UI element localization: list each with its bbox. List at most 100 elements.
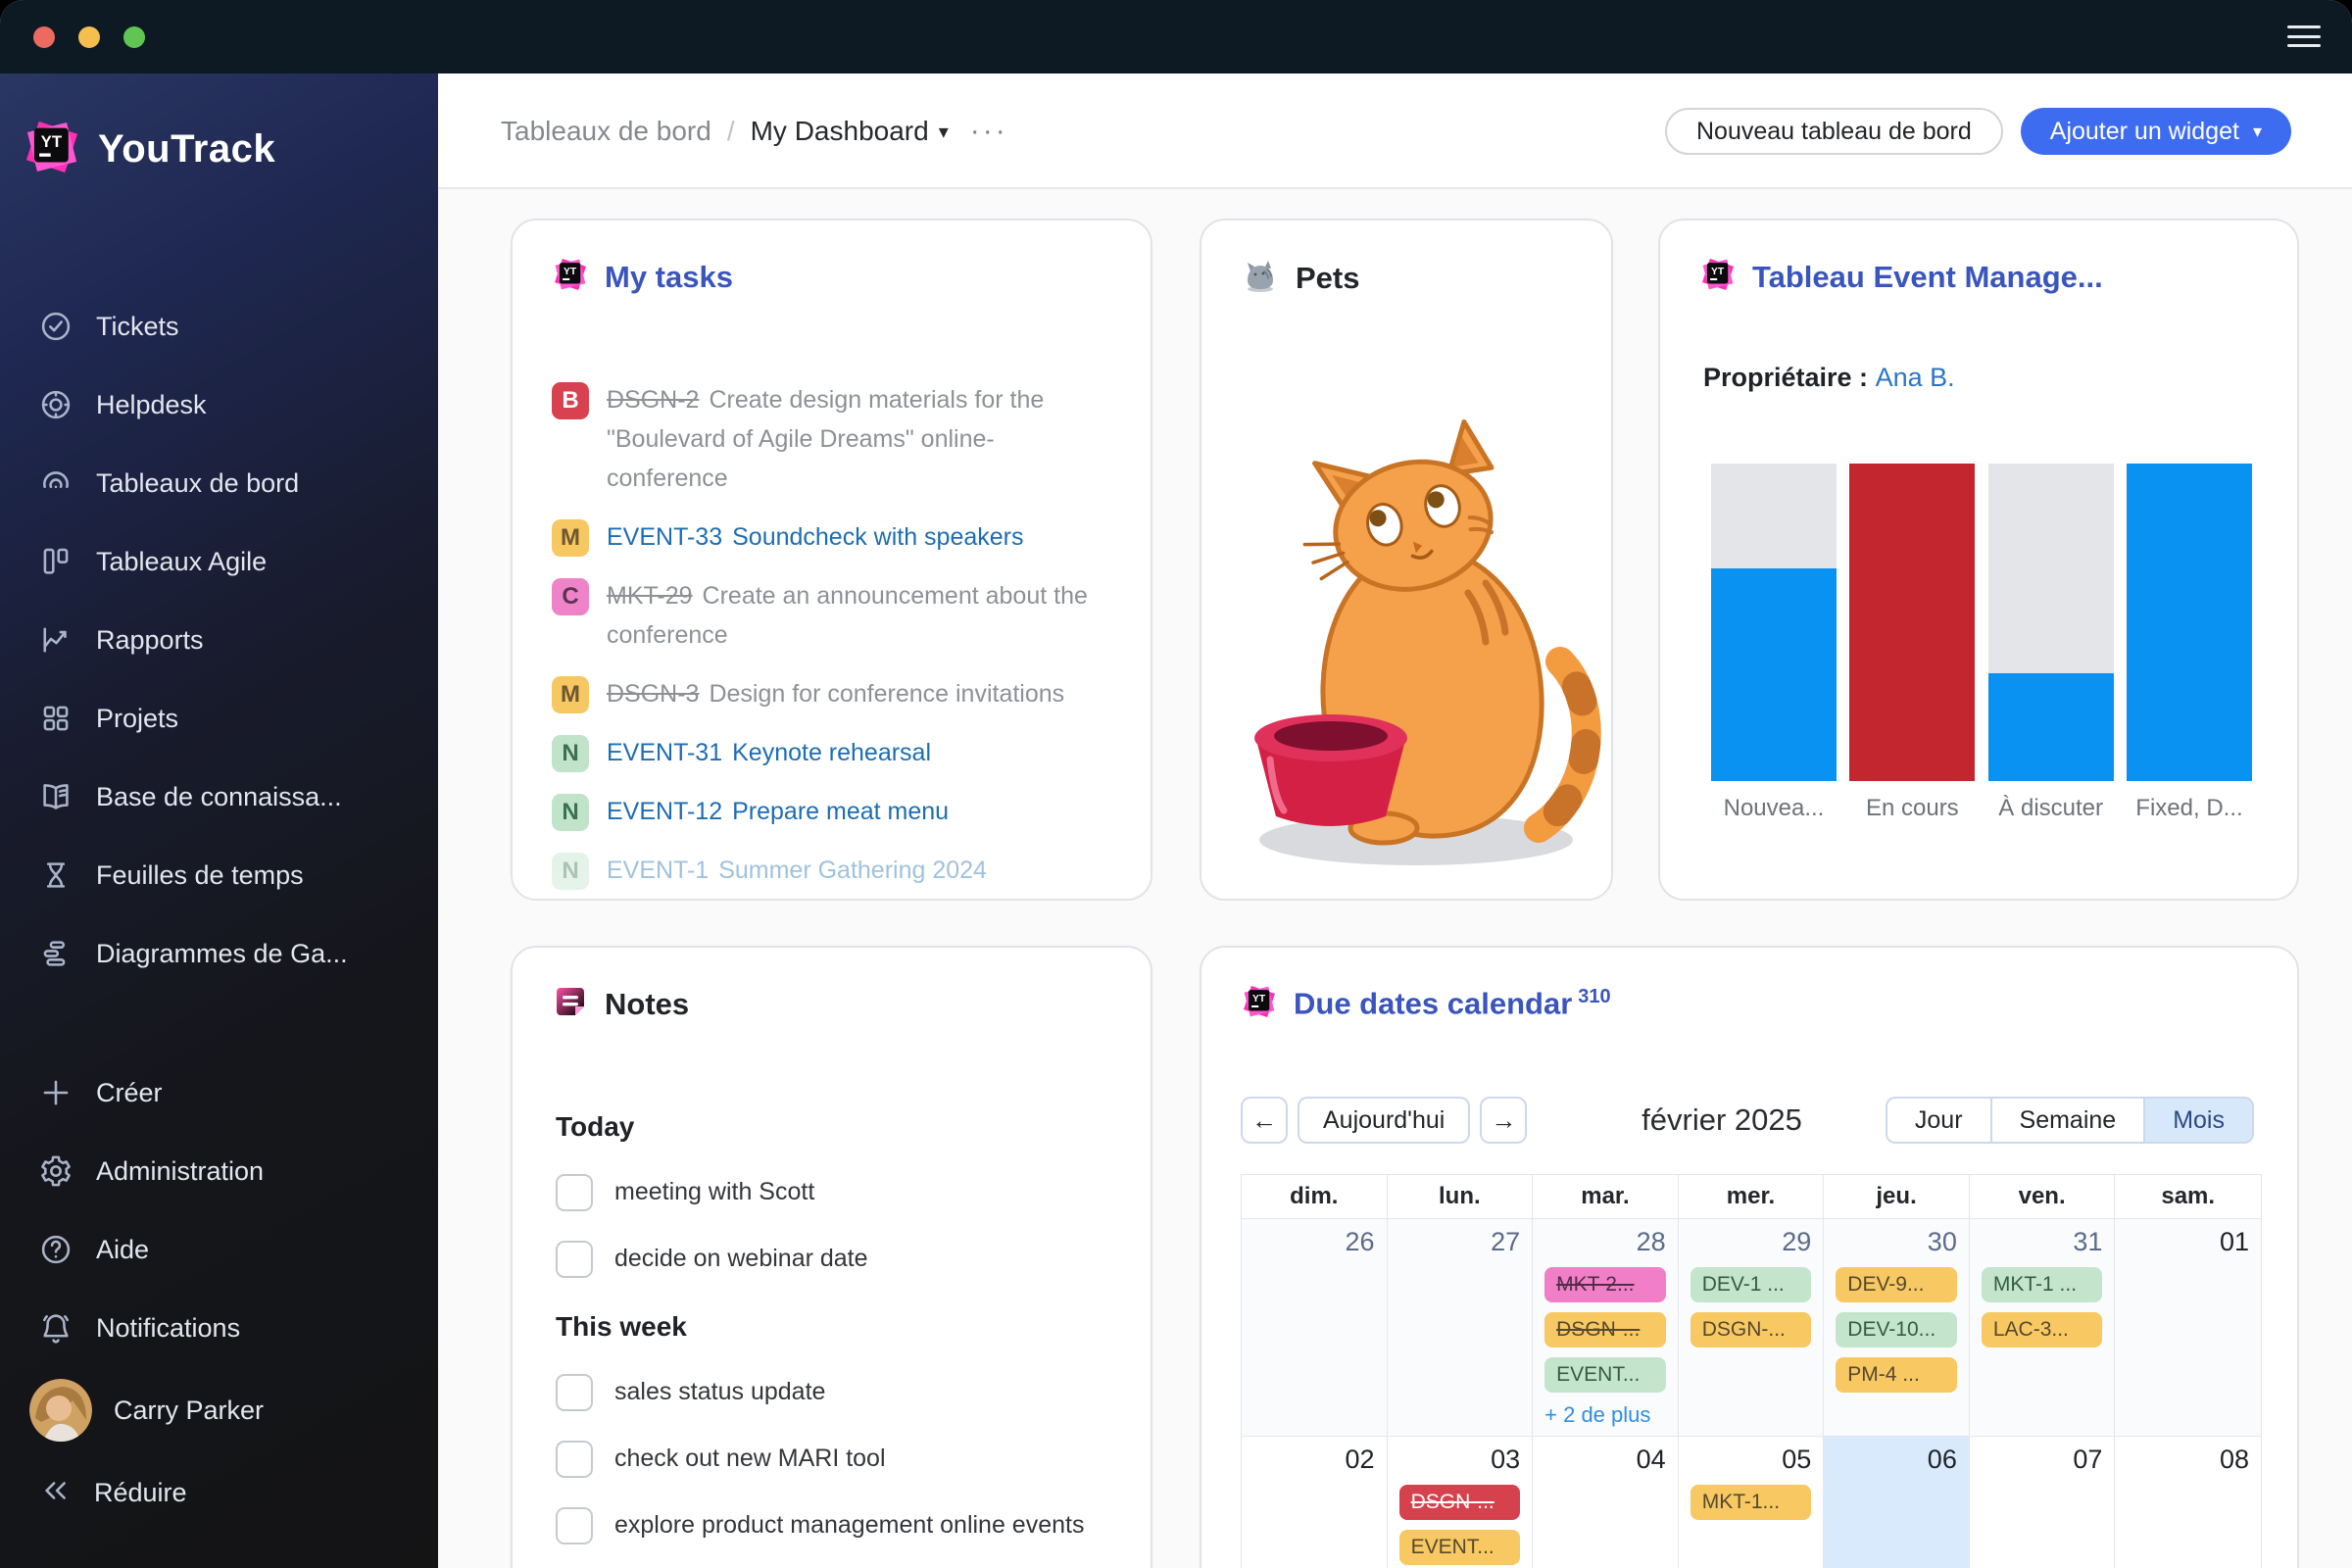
note-item-label: decide on webinar date	[614, 1245, 868, 1272]
sidebar-item-agile[interactable]: Tableaux Agile	[0, 522, 438, 601]
sidebar-item-helpdesk[interactable]: Helpdesk	[0, 366, 438, 444]
task-id[interactable]: DSGN-3	[607, 680, 700, 708]
close-window-button[interactable]	[33, 26, 55, 48]
calendar-day-28[interactable]: 28 MKT-2... DSGN-... EVENT... + 2 de plus	[1533, 1219, 1679, 1436]
chart-bar-nouvea-[interactable]	[1711, 464, 1837, 781]
calendar-view-jour[interactable]: Jour	[1885, 1097, 1990, 1144]
calendar-day-01[interactable]: 01	[2115, 1219, 2261, 1436]
calendar-day-30[interactable]: 30 DEV-9... DEV-10... PM-4 ...	[1824, 1219, 1970, 1436]
task-summary[interactable]: Soundcheck with speakers	[732, 523, 1024, 551]
task-item-dsgn-2[interactable]: B DSGN-2 Create design materials for the …	[552, 380, 1115, 498]
day-number: 07	[2073, 1445, 2103, 1474]
owner-link[interactable]: Ana B.	[1875, 363, 1955, 392]
event-chip[interactable]: DEV-1 ...	[1690, 1267, 1812, 1302]
task-id[interactable]: DSGN-2	[607, 386, 700, 414]
calendar-day-05[interactable]: 05 MKT-1...	[1678, 1437, 1825, 1568]
calendar-day-04[interactable]: 04	[1533, 1437, 1679, 1568]
calendar-day-06[interactable]: 06	[1824, 1437, 1970, 1568]
sidebar-item-dashboards[interactable]: Tableaux de bord	[0, 444, 438, 522]
event-chip[interactable]: DSGN-...	[1398, 1485, 1521, 1520]
calendar-view-semaine[interactable]: Semaine	[1989, 1097, 2144, 1144]
checkbox[interactable]	[556, 1374, 593, 1411]
sidebar-item-tickets[interactable]: Tickets	[0, 287, 438, 366]
minimize-window-button[interactable]	[78, 26, 100, 48]
task-summary[interactable]: Create design materials for the "Bouleva…	[607, 386, 1045, 492]
task-item-event-31[interactable]: N EVENT-31 Keynote rehearsal	[552, 733, 1115, 772]
checkbox[interactable]	[556, 1507, 593, 1544]
calendar-day-29[interactable]: 29 DEV-1 ... DSGN-...	[1678, 1219, 1825, 1436]
task-id[interactable]: EVENT-31	[607, 739, 723, 766]
task-summary[interactable]: Design for conference invitations	[709, 680, 1065, 708]
hamburger-menu-icon[interactable]	[2285, 22, 2323, 51]
chart-bar-en-cours[interactable]	[1849, 464, 1976, 781]
calendar-title[interactable]: Due dates calendar 310	[1294, 986, 1611, 1021]
breadcrumb-dashboards-link[interactable]: Tableaux de bord	[501, 116, 711, 146]
event-chip[interactable]: DSGN-...	[1544, 1312, 1666, 1348]
chart-bar-fixed-d-[interactable]	[2126, 464, 2252, 781]
task-id[interactable]: EVENT-12	[607, 798, 723, 825]
project-badge: N	[552, 735, 589, 772]
my-tasks-title[interactable]: My tasks	[605, 259, 733, 294]
chevron-down-icon: ▾	[2252, 121, 2262, 141]
user-profile[interactable]: Carry Parker	[0, 1367, 438, 1453]
checkbox[interactable]	[556, 1441, 593, 1478]
task-item-dsgn-3[interactable]: M DSGN-3 Design for conference invitation…	[552, 674, 1115, 713]
calendar-view-mois[interactable]: Mois	[2143, 1097, 2254, 1144]
calendar-day-03[interactable]: 03 DSGN-... EVENT...	[1387, 1437, 1534, 1568]
task-summary[interactable]: Create an announcement about the confere…	[607, 582, 1088, 649]
sidebar-item-gantt[interactable]: Diagrammes de Ga...	[0, 914, 438, 993]
calendar-day-27[interactable]: 27	[1387, 1219, 1534, 1436]
event-chip[interactable]: MKT-2...	[1544, 1267, 1666, 1302]
calendar-day-07[interactable]: 07	[1969, 1437, 2116, 1568]
task-item-event-33[interactable]: M EVENT-33 Soundcheck with speakers	[552, 517, 1115, 557]
task-id[interactable]: EVENT-1	[607, 857, 710, 884]
sidebar-item-help[interactable]: Aide	[0, 1210, 438, 1289]
more-options-icon[interactable]: ···	[969, 115, 1008, 147]
event-chip[interactable]: DSGN-...	[1690, 1312, 1812, 1348]
sidebar-item-reports[interactable]: Rapports	[0, 601, 438, 679]
task-summary[interactable]: Keynote rehearsal	[732, 739, 932, 766]
event-chip[interactable]: DEV-9...	[1836, 1267, 1957, 1302]
collapse-sidebar-button[interactable]: Réduire	[0, 1453, 438, 1532]
sidebar-item-create[interactable]: Créer	[0, 1054, 438, 1132]
new-dashboard-button[interactable]: Nouveau tableau de bord	[1664, 108, 2003, 155]
event-chip[interactable]: LAC-3...	[1981, 1312, 2103, 1348]
calendar-day-08[interactable]: 08	[2115, 1437, 2261, 1568]
sidebar-item-timesheets[interactable]: Feuilles de temps	[0, 836, 438, 914]
event-chip[interactable]: EVENT...	[1544, 1357, 1666, 1393]
event-chip[interactable]: MKT-1...	[1690, 1485, 1812, 1520]
checkbox[interactable]	[556, 1241, 593, 1278]
youtrack-logo-icon: YT	[22, 117, 82, 182]
event-chip[interactable]: MKT-1 ...	[1981, 1267, 2103, 1302]
event-chip[interactable]: PM-4 ...	[1836, 1357, 1957, 1393]
sidebar-item-knowledge-base[interactable]: Base de connaissa...	[0, 758, 438, 836]
status-bar-chart: Nouvea... En cours À discuter Fixed, D...	[1711, 464, 2252, 822]
task-summary[interactable]: Prepare meat menu	[732, 798, 950, 825]
calendar-day-02[interactable]: 02	[1242, 1437, 1388, 1568]
zoom-window-button[interactable]	[123, 26, 145, 48]
checkbox[interactable]	[556, 1174, 593, 1211]
youtrack-logo[interactable]: YT YouTrack	[0, 74, 438, 182]
calendar-prev-button[interactable]: ←	[1241, 1097, 1288, 1144]
task-item-mkt-29[interactable]: C MKT-29 Create an announcement about the…	[552, 576, 1115, 655]
breadcrumb-current-dashboard[interactable]: My Dashboard ▾	[751, 116, 949, 147]
task-item-event-1[interactable]: N EVENT-1 Summer Gathering 2024	[552, 851, 1115, 890]
task-id[interactable]: MKT-29	[607, 582, 693, 610]
day-number: 29	[1782, 1227, 1812, 1256]
task-item-event-12[interactable]: N EVENT-12 Prepare meat menu	[552, 792, 1115, 831]
add-widget-button[interactable]: Ajouter un widget ▾	[2020, 108, 2291, 155]
calendar-today-button[interactable]: Aujourd'hui	[1298, 1097, 1471, 1144]
calendar-next-button[interactable]: →	[1480, 1097, 1528, 1144]
event-chip[interactable]: DEV-10...	[1836, 1312, 1957, 1348]
sidebar-item-administration[interactable]: Administration	[0, 1132, 438, 1210]
more-events-link[interactable]: + 2 de plus	[1544, 1402, 1651, 1427]
event-chip[interactable]: EVENT...	[1398, 1530, 1521, 1565]
calendar-day-31[interactable]: 31 MKT-1 ... LAC-3...	[1969, 1219, 2116, 1436]
sidebar-item-notifications[interactable]: Notifications	[0, 1289, 438, 1367]
sidebar-item-projects[interactable]: Projets	[0, 679, 438, 758]
task-summary[interactable]: Summer Gathering 2024	[718, 857, 987, 884]
task-id[interactable]: EVENT-33	[607, 523, 723, 551]
event-board-title[interactable]: Tableau Event Manage...	[1752, 259, 2103, 294]
calendar-day-26[interactable]: 26	[1242, 1219, 1388, 1436]
chart-bar--discuter[interactable]	[1987, 464, 2114, 781]
